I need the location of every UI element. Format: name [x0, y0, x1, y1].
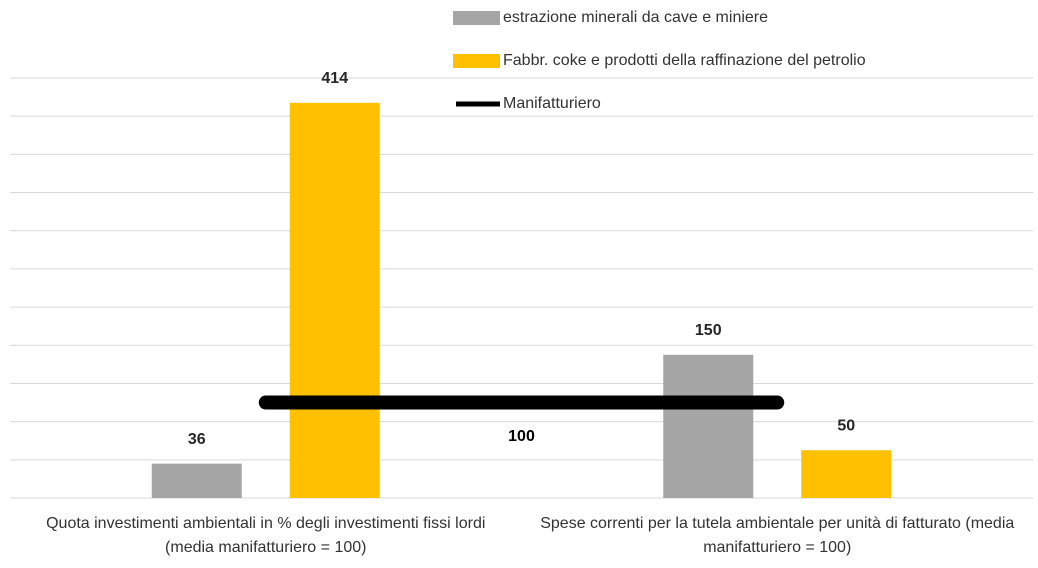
data-label: 100	[508, 428, 535, 445]
x-tick-label: Spese correnti per la tutela ambientale …	[540, 515, 1015, 556]
bar	[801, 450, 892, 498]
bar	[663, 354, 754, 498]
data-label: 414	[321, 70, 348, 87]
legend-label: Manifatturiero	[503, 95, 601, 112]
legend-label: estrazione minerali da cave e miniere	[503, 9, 768, 26]
data-label: 36	[188, 431, 206, 448]
bar	[289, 102, 380, 499]
bar	[151, 463, 242, 498]
data-label: 150	[695, 322, 722, 339]
legend-label: Fabbr. coke e prodotti della raffinazion…	[503, 52, 866, 69]
x-tick-label: Quota investimenti ambientali in % degli…	[46, 515, 486, 556]
data-label: 50	[837, 417, 855, 434]
legend-swatch	[453, 11, 500, 25]
legend-swatch	[453, 54, 500, 68]
